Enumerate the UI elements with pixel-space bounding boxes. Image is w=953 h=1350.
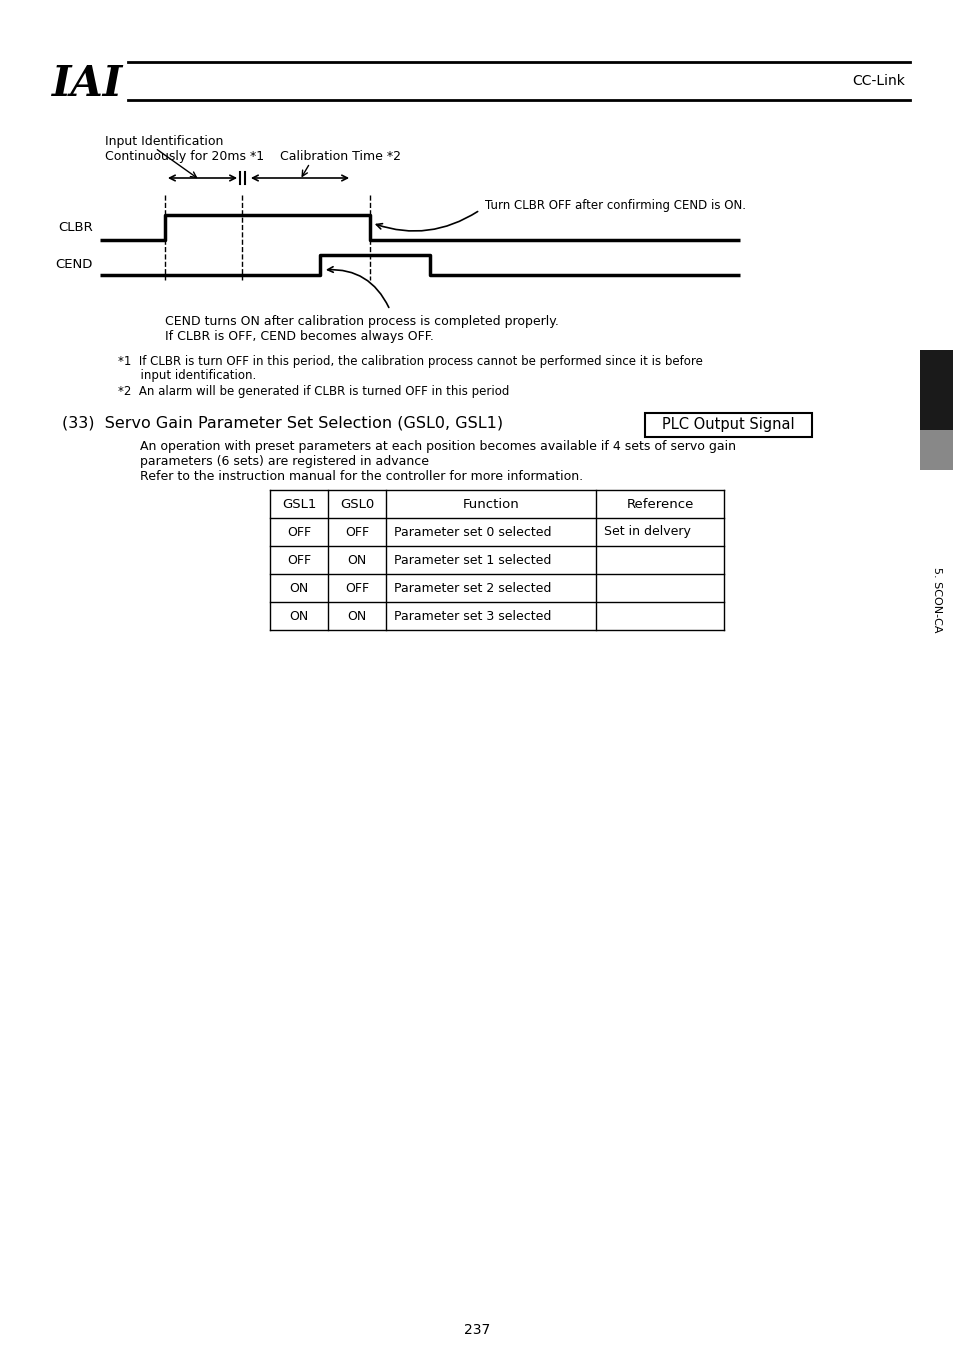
Text: Turn CLBR OFF after confirming CEND is ON.: Turn CLBR OFF after confirming CEND is O… [484, 198, 745, 212]
Bar [919, 431, 953, 470]
Text: Calibration Time *2: Calibration Time *2 [280, 150, 400, 163]
Text: ON: ON [347, 609, 366, 622]
Text: Parameter set 1 selected: Parameter set 1 selected [394, 554, 551, 567]
Text: 5. SCON-CA: 5. SCON-CA [931, 567, 941, 633]
Text: An operation with preset parameters at each position becomes available if 4 sets: An operation with preset parameters at e… [140, 440, 735, 454]
Text: OFF: OFF [287, 525, 311, 539]
Text: GSL0: GSL0 [339, 498, 374, 510]
Text: If CLBR is OFF, CEND becomes always OFF.: If CLBR is OFF, CEND becomes always OFF. [165, 329, 434, 343]
Text: ON: ON [289, 609, 309, 622]
FancyBboxPatch shape [644, 413, 811, 437]
Text: CEND turns ON after calibration process is completed properly.: CEND turns ON after calibration process … [165, 315, 558, 328]
Text: Set in delvery: Set in delvery [603, 525, 690, 539]
Text: OFF: OFF [345, 525, 369, 539]
Text: Input Identification: Input Identification [105, 135, 223, 148]
Text: (33)  Servo Gain Parameter Set Selection (GSL0, GSL1): (33) Servo Gain Parameter Set Selection … [62, 414, 502, 431]
Text: CC-Link: CC-Link [851, 74, 904, 88]
Text: *2  An alarm will be generated if CLBR is turned OFF in this period: *2 An alarm will be generated if CLBR is… [118, 385, 509, 398]
Text: input identification.: input identification. [118, 369, 256, 382]
Text: GSL1: GSL1 [281, 498, 315, 510]
Text: ON: ON [289, 582, 309, 594]
Text: Parameter set 0 selected: Parameter set 0 selected [394, 525, 551, 539]
Text: parameters (6 sets) are registered in advance: parameters (6 sets) are registered in ad… [140, 455, 429, 468]
Text: Function: Function [462, 498, 518, 510]
Text: CLBR: CLBR [58, 221, 92, 234]
Text: Parameter set 2 selected: Parameter set 2 selected [394, 582, 551, 594]
Text: ON: ON [347, 554, 366, 567]
Bar [919, 350, 953, 431]
Text: PLC Output Signal: PLC Output Signal [661, 417, 794, 432]
Text: OFF: OFF [287, 554, 311, 567]
Text: *1  If CLBR is turn OFF in this period, the calibration process cannot be perfor: *1 If CLBR is turn OFF in this period, t… [118, 355, 702, 369]
Text: Parameter set 3 selected: Parameter set 3 selected [394, 609, 551, 622]
Text: OFF: OFF [345, 582, 369, 594]
Text: Continuously for 20ms *1: Continuously for 20ms *1 [105, 150, 264, 163]
Text: Reference: Reference [626, 498, 693, 510]
Text: CEND: CEND [55, 258, 92, 271]
Text: Refer to the instruction manual for the controller for more information.: Refer to the instruction manual for the … [140, 470, 582, 483]
Text: 237: 237 [463, 1323, 490, 1336]
Text: IAI: IAI [52, 63, 123, 105]
